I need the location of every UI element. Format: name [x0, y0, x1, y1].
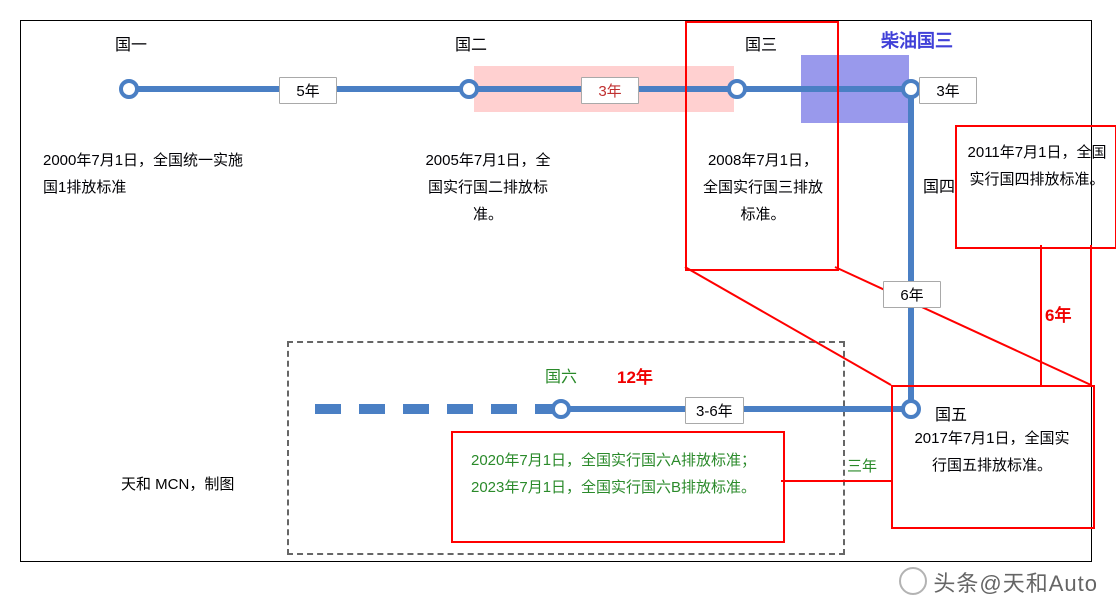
- edge-label-3y-a: 3年: [581, 77, 639, 104]
- desc-g5: 2017年7月1日，全国实行国五排放标准。: [907, 425, 1077, 479]
- edge-label-3-6y: 3-6年: [685, 397, 744, 424]
- diagram-frame: 国一 国二 国三 国四 国五 国六 柴油国三 5年 3年 3年 6年 3-6年 …: [20, 20, 1092, 562]
- watermark-text: 头条@天和Auto: [933, 571, 1098, 596]
- node-label-g4: 国四: [923, 173, 955, 197]
- edge-label-5y: 5年: [279, 77, 337, 104]
- annot-12y: 12年: [617, 363, 653, 388]
- desc-g1: 2000年7月1日，全国统一实施国1排放标准: [43, 147, 255, 201]
- redbox-1: [685, 21, 839, 271]
- edge-label-6y: 6年: [883, 281, 941, 308]
- desc-g2: 2005年7月1日，全国实行国二排放标准。: [421, 147, 555, 228]
- desc-g4: 2011年7月1日，全国实行国四排放标准。: [967, 139, 1107, 193]
- watermark: 头条@天和Auto: [899, 566, 1098, 598]
- desc-g6: 2020年7月1日，全国实行国六A排放标准；2023年7月1日，全国实行国六B排…: [471, 447, 767, 501]
- node-label-g1: 国一: [115, 31, 147, 55]
- edge-label-3y-b: 3年: [919, 77, 977, 104]
- node-label-g6: 国六: [545, 363, 577, 387]
- desc-g3: 2008年7月1日，全国实行国三排放标准。: [701, 147, 825, 228]
- credit-text: 天和 MCN，制图: [121, 473, 234, 494]
- annot-6y-red: 6年: [1045, 301, 1071, 326]
- watermark-icon: [899, 567, 927, 595]
- annot-3y-green: 三年: [847, 455, 877, 476]
- node-label-g2: 国二: [455, 31, 487, 55]
- diesel-guosan-label: 柴油国三: [881, 27, 953, 53]
